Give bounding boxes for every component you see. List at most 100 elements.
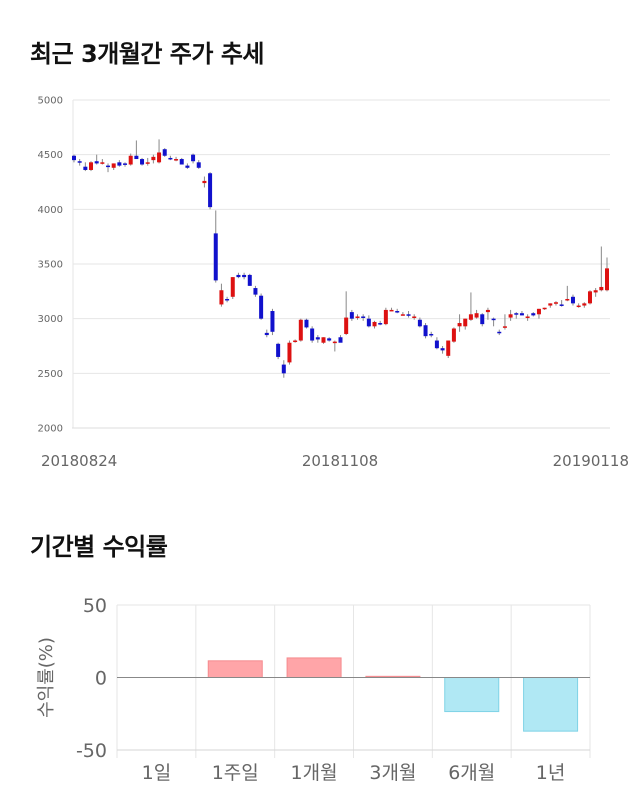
candle	[247, 273, 252, 286]
candle-body	[213, 233, 218, 281]
candle-body	[440, 348, 445, 351]
candle-body	[378, 323, 383, 325]
candle-body	[599, 286, 604, 291]
candle-body	[196, 162, 201, 168]
candle	[344, 291, 349, 336]
candle	[304, 318, 309, 329]
candle-body	[247, 274, 252, 286]
candle-body	[423, 325, 428, 337]
candle	[434, 337, 439, 350]
candle-body	[168, 157, 173, 160]
candle-body	[395, 311, 400, 313]
candle	[225, 296, 230, 303]
candle-body	[582, 303, 587, 306]
x-tick-label: 6개월	[448, 762, 495, 784]
candle	[151, 154, 156, 164]
candle	[451, 327, 456, 343]
candle-body	[219, 290, 224, 305]
y-tick-label: 4000	[38, 205, 63, 216]
candle-body	[417, 319, 422, 327]
x-tick-label: 1주일	[212, 762, 259, 784]
candle	[72, 154, 76, 163]
candle-body	[128, 155, 133, 165]
candle-body	[429, 333, 434, 336]
candle-body	[310, 328, 315, 341]
candle-body	[593, 290, 598, 293]
candle-body	[491, 318, 496, 321]
candle	[406, 311, 411, 318]
y-tick-label: 3000	[38, 314, 63, 325]
x-tick-label: 20181108	[302, 452, 378, 470]
candle	[281, 360, 286, 378]
candle-body	[434, 340, 439, 349]
candle-body	[400, 314, 405, 316]
candle	[168, 155, 173, 161]
candle	[264, 329, 269, 338]
y-tick-label: 4500	[38, 150, 63, 161]
candle	[242, 272, 247, 280]
candle-body	[157, 152, 162, 163]
candle-body	[242, 274, 247, 278]
candle-body	[514, 313, 519, 315]
candle-body	[117, 162, 122, 166]
candle	[293, 339, 298, 343]
candle	[77, 159, 82, 166]
candle	[372, 320, 377, 329]
candle-body	[264, 332, 269, 336]
candle-body	[457, 323, 462, 327]
x-tick-label: 20190118	[553, 452, 629, 470]
candle-body	[361, 316, 366, 318]
candle	[542, 307, 547, 310]
candle-body	[281, 364, 286, 374]
candle-body	[497, 331, 502, 334]
candle-body	[304, 319, 309, 328]
return-bar	[523, 677, 579, 732]
candle	[157, 139, 162, 164]
candle	[327, 337, 332, 342]
candle-body	[77, 161, 82, 163]
candle	[480, 313, 485, 327]
candle	[123, 162, 128, 167]
candle	[89, 161, 94, 172]
candle-body	[179, 159, 184, 165]
candle-body	[463, 318, 468, 327]
candle-body	[451, 328, 456, 342]
candle-body	[474, 313, 479, 318]
candle	[174, 156, 179, 162]
candle-body	[94, 161, 99, 164]
candle-body	[327, 338, 332, 341]
x-tick-label: 1일	[142, 762, 172, 784]
candle	[191, 153, 196, 164]
candle	[349, 309, 354, 321]
candle	[389, 307, 394, 312]
candle	[145, 157, 150, 166]
return-bar	[286, 657, 342, 678]
candle-body	[202, 180, 207, 184]
candle-body	[111, 163, 116, 168]
candle	[412, 314, 417, 320]
candle	[100, 159, 105, 165]
candle-body	[145, 162, 150, 164]
candle-body	[72, 155, 76, 161]
candle	[587, 290, 592, 305]
candle-body	[287, 342, 292, 363]
candle-body	[587, 291, 592, 304]
candle-body	[531, 313, 536, 316]
candle	[219, 283, 224, 307]
candle-body	[230, 277, 235, 297]
candle	[276, 342, 281, 360]
candle	[259, 293, 264, 320]
candle	[332, 340, 337, 352]
candle	[497, 329, 502, 336]
candle-body	[134, 155, 139, 160]
y-tick-label: 2000	[38, 424, 63, 435]
candle	[140, 157, 145, 166]
candle	[179, 157, 184, 165]
candle-body	[525, 316, 530, 318]
candle-body	[89, 162, 94, 170]
candle	[463, 318, 468, 330]
candle	[355, 314, 360, 320]
candle-body	[542, 307, 547, 310]
candle	[502, 314, 507, 330]
